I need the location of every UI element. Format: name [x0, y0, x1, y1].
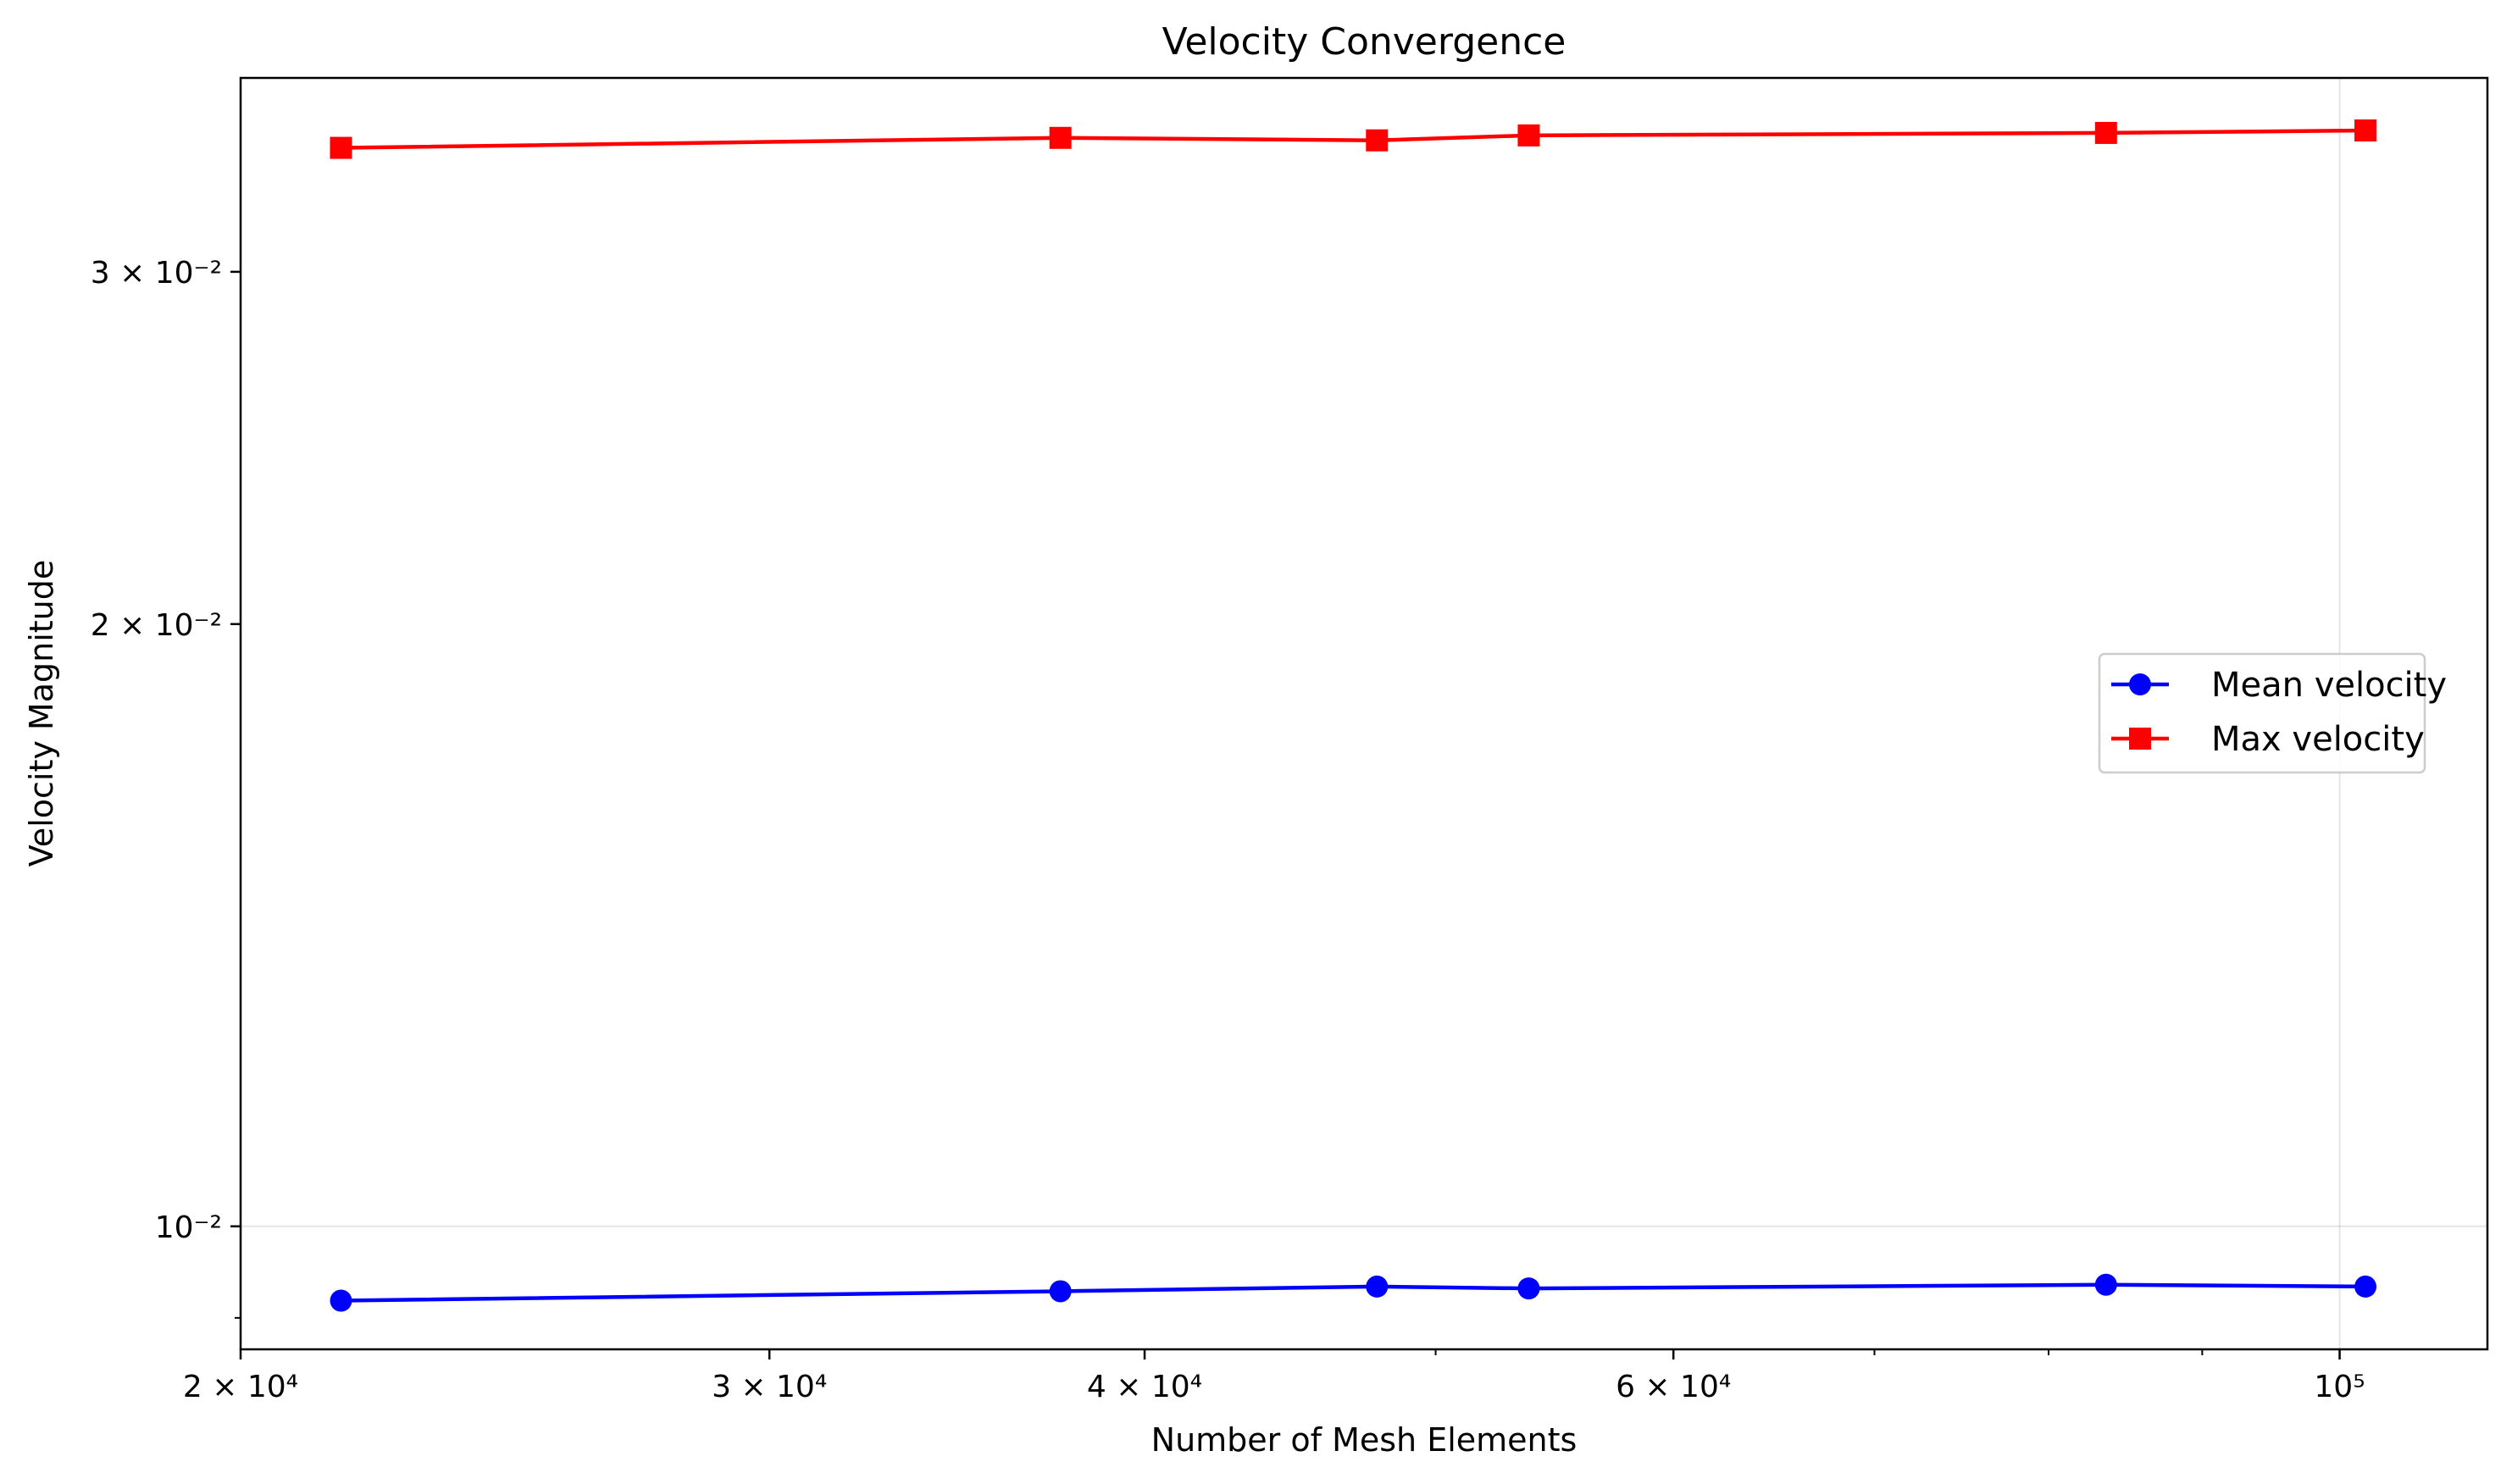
y-tick-label-1: 2 × 10⁻² [91, 608, 222, 643]
legend-label-max-velocity: Max velocity [2211, 720, 2425, 759]
data-point-max-velocity-5 [2354, 119, 2377, 142]
y-tick-label-0: 10⁻² [155, 1210, 222, 1245]
data-point-max-velocity-0 [330, 136, 352, 159]
data-point-mean-velocity-1 [1049, 1280, 1072, 1303]
legend-label-mean-velocity: Mean velocity [2211, 666, 2447, 705]
plot-frame [239, 76, 2489, 1351]
x-tick-label-1: 3 × 10⁴ [712, 1370, 827, 1404]
series-line-max-velocity [341, 128, 2366, 150]
data-point-max-velocity-2 [1366, 129, 1389, 152]
x-tick-label-3: 6 × 10⁴ [1616, 1370, 1731, 1404]
legend-marker-mean-velocity [2129, 673, 2151, 695]
legend-box [2098, 652, 2426, 774]
data-point-max-velocity-3 [1517, 124, 1540, 147]
y-axis-label: Velocity Magnitude [23, 560, 60, 867]
data-point-max-velocity-4 [2094, 121, 2117, 144]
legend: Mean velocity Max velocity [2098, 652, 2447, 774]
data-point-mean-velocity-4 [2094, 1273, 2117, 1296]
x-tick-label-4: 10⁵ [2314, 1370, 2365, 1404]
y-tick-label-2: 3 × 10⁻² [91, 256, 222, 291]
y-axis-ticks: 10⁻² 2 × 10⁻² 3 × 10⁻² [91, 256, 241, 1319]
data-point-mean-velocity-3 [1517, 1277, 1540, 1300]
x-axis-label: Number of Mesh Elements [1151, 1421, 1578, 1459]
x-tick-label-0: 2 × 10⁴ [183, 1370, 298, 1404]
legend-marker-max-velocity [2129, 728, 2151, 750]
data-point-max-velocity-1 [1049, 126, 1072, 149]
x-tick-label-2: 4 × 10⁴ [1087, 1370, 1202, 1404]
series-line-mean-velocity [341, 1282, 2366, 1303]
series-group [330, 119, 2377, 1312]
data-point-mean-velocity-0 [330, 1289, 352, 1312]
data-point-mean-velocity-2 [1366, 1275, 1389, 1298]
data-point-mean-velocity-5 [2354, 1275, 2377, 1298]
x-axis-ticks: 2 × 10⁴ 3 × 10⁴ 4 × 10⁴ 6 × 10⁴ 10⁵ [183, 1349, 2365, 1404]
chart-title: Velocity Convergence [1162, 20, 1567, 64]
